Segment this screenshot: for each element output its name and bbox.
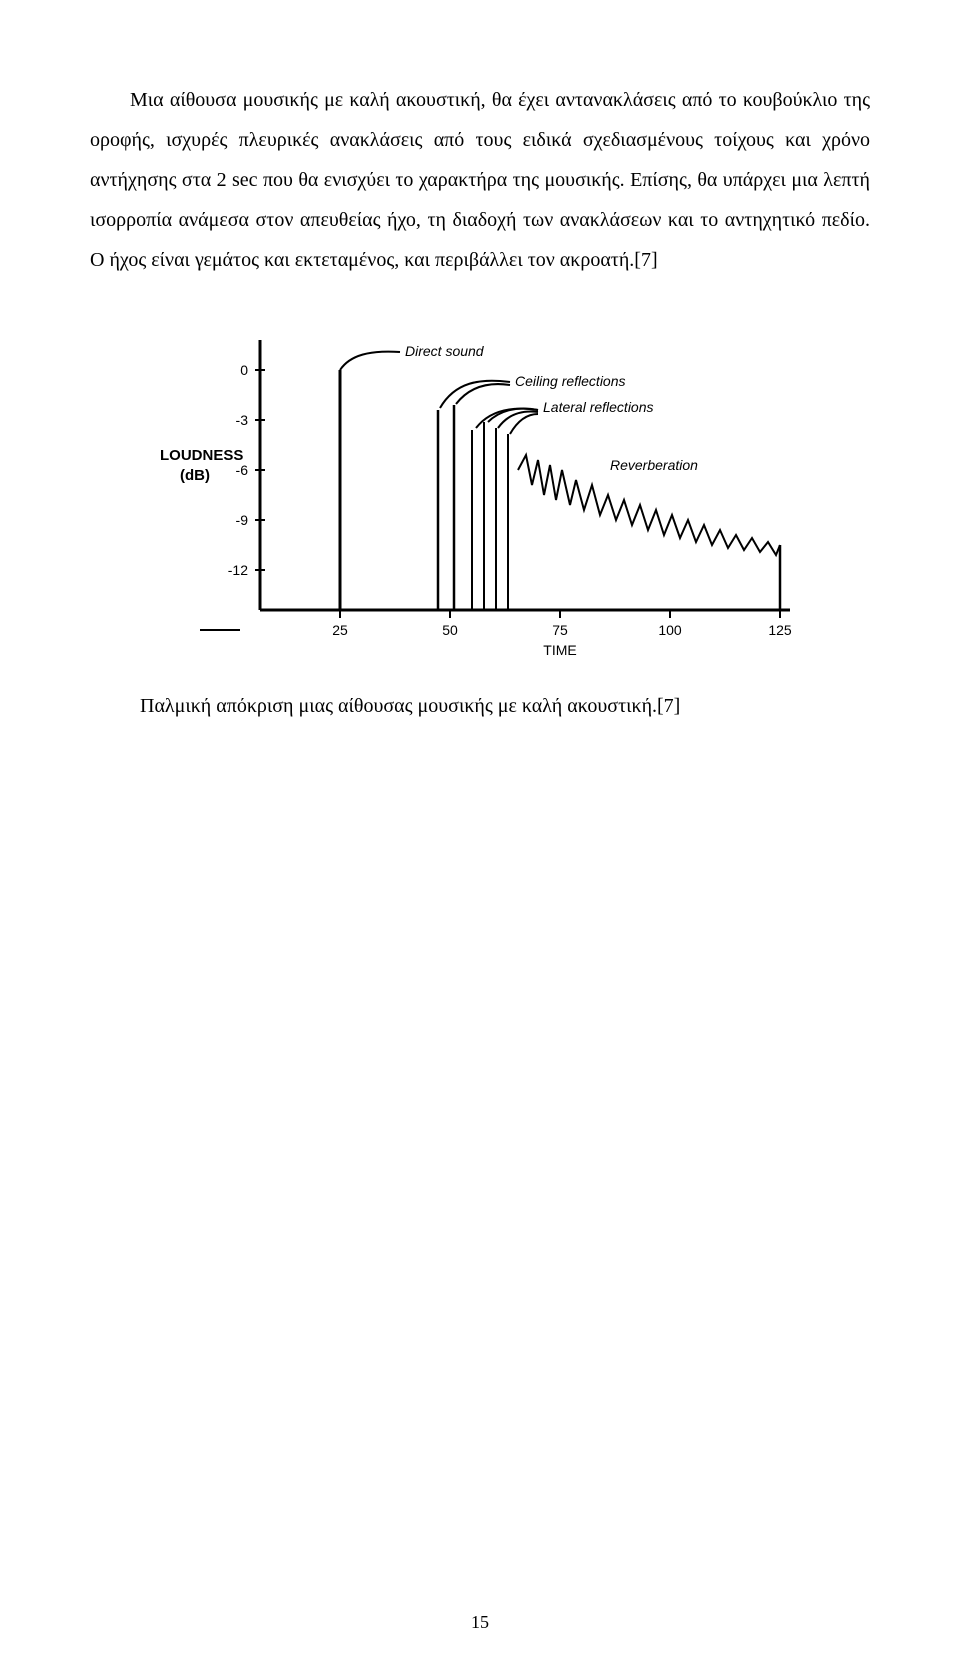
label-ceiling-reflections: Ceiling reflections <box>515 373 626 389</box>
figure: 0 -3 -6 -9 -12 LOUDNESS (dB) 25 <box>90 310 870 718</box>
ytick-1: -3 <box>236 412 249 428</box>
impulse-response-chart: 0 -3 -6 -9 -12 LOUDNESS (dB) 25 <box>140 310 820 670</box>
page-number: 15 <box>0 1612 960 1633</box>
xtick-1: 50 <box>442 622 458 638</box>
y-axis-unit: (dB) <box>180 467 210 484</box>
ytick-2: -6 <box>236 462 249 478</box>
xtick-4: 125 <box>768 622 792 638</box>
figure-caption: Παλμική απόκριση μιας αίθουσας μουσικής … <box>140 695 820 718</box>
ytick-4: -12 <box>228 562 248 578</box>
paragraph-text: Μια αίθουσα μουσικής με καλή ακουστική, … <box>90 80 870 280</box>
xtick-0: 25 <box>332 622 348 638</box>
xtick-3: 100 <box>658 622 682 638</box>
body-paragraph: Μια αίθουσα μουσικής με καλή ακουστική, … <box>90 80 870 280</box>
page: Μια αίθουσα μουσικής με καλή ακουστική, … <box>0 0 960 1663</box>
label-lateral-reflections: Lateral reflections <box>543 399 654 415</box>
xtick-2: 75 <box>552 622 568 638</box>
label-direct-sound: Direct sound <box>405 343 485 359</box>
x-axis-label: TIME <box>543 642 576 658</box>
ytick-3: -9 <box>236 512 249 528</box>
ytick-0: 0 <box>240 362 248 378</box>
label-reverberation: Reverberation <box>610 457 698 473</box>
y-axis-label: LOUDNESS <box>160 447 243 464</box>
